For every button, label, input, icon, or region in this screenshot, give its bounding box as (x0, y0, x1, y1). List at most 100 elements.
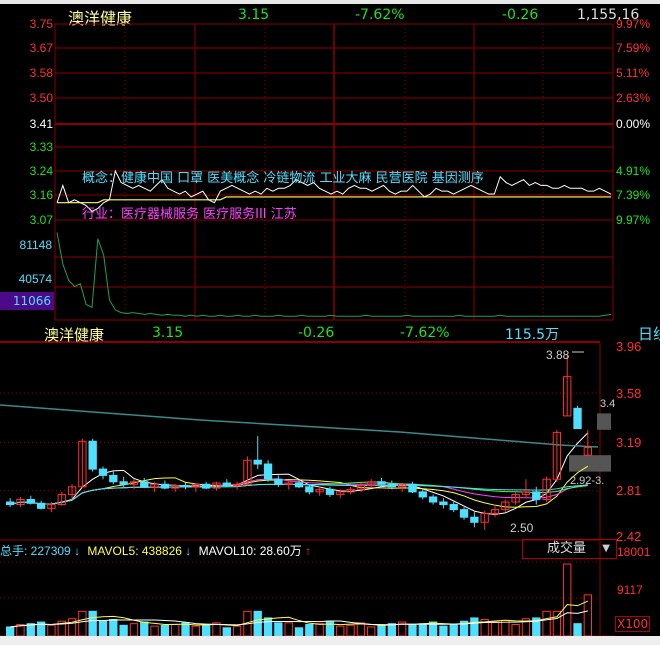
high-price-label: 3.88 (546, 348, 570, 362)
candle-body (140, 481, 149, 488)
candle-body (367, 481, 376, 487)
candle-body (552, 431, 562, 480)
volume-label-high: 81148 (19, 238, 52, 252)
up-arrow-icon: ↑ (305, 544, 312, 558)
volume-bar (418, 623, 427, 637)
volume-bar (573, 623, 582, 637)
candle-body (191, 483, 200, 488)
kline-price: 3.15 (152, 325, 184, 341)
volume-bar (171, 623, 180, 637)
price-line (56, 169, 612, 212)
bottom-strip (0, 636, 660, 645)
price-axis-label: 3.24 (29, 164, 53, 178)
volume-bar (232, 625, 242, 637)
volume-label-mid: 40574 (18, 272, 52, 286)
price-axis-label: 3.07 (29, 213, 53, 227)
price-axis-label: 3.41 (29, 117, 53, 131)
volume-bar (6, 626, 15, 637)
candle-body (57, 493, 66, 506)
total-hands: 总手: 227309 (0, 544, 71, 558)
candle-body (356, 485, 366, 490)
concept-tags[interactable]: 概念：健康中国 口罩 医美概念 冷链物流 工业大麻 民营医院 基因测序 (82, 171, 484, 186)
candle-body (36, 502, 46, 509)
candle-body (511, 493, 520, 503)
candle-body (181, 485, 190, 488)
price-axis-label: 3.67 (29, 41, 53, 55)
price-axis-label: 3.50 (29, 91, 53, 105)
gap-label-upper: 3.4 (600, 398, 616, 410)
candle-body (449, 504, 458, 511)
volume-bar (511, 623, 520, 637)
volume-bar (284, 622, 293, 637)
volume-bar (563, 563, 572, 637)
indicator-select-value: 成交量 (547, 541, 587, 556)
candle-body (47, 504, 56, 509)
candle-body (171, 485, 180, 489)
candle-body (418, 491, 427, 498)
volume-axis-max: 18001 (617, 545, 651, 559)
period-tab-daily[interactable]: 日线 (638, 325, 660, 343)
candle-body (459, 509, 469, 518)
mavol5: MAVOL5: 438826 (87, 544, 182, 558)
total-volume: 1,155,16 (577, 7, 640, 23)
kline-change-pct: -7.62% (400, 325, 450, 341)
candle-body (109, 474, 118, 483)
kline-price-label: 2.42 (616, 529, 642, 544)
volume-bar (160, 624, 170, 637)
candle-body (480, 512, 489, 523)
percent-axis-label: 0.00% (616, 117, 651, 131)
candle-body (563, 376, 572, 417)
percent-axis-label: 9.97% (616, 213, 651, 227)
volume-axis-mid: 9117 (617, 583, 643, 597)
volume-bar (305, 623, 314, 637)
mavol10: MAVOL10: 28.60万 (198, 544, 302, 558)
volume-bar (294, 627, 304, 637)
candle-body (284, 482, 293, 485)
volume-bar (47, 624, 56, 637)
candle-body (129, 481, 139, 485)
percent-axis-label: 5.11% (616, 66, 650, 80)
candle-body (583, 447, 592, 456)
kline-price-label: 3.58 (616, 386, 642, 401)
kline-price-label: 2.81 (616, 483, 642, 498)
gap-label-lower: 2.92-3. (570, 475, 605, 487)
percent-axis-label: 4.91% (616, 164, 651, 178)
kline-amount: 115.5万 (505, 327, 560, 343)
candle-body (521, 491, 531, 495)
change-value: -0.26 (502, 7, 539, 23)
volume-cursor-label: 11066 (0, 292, 54, 310)
chevron-down-icon: ▼ (602, 543, 610, 554)
volume-bar (408, 623, 417, 637)
volume-bar (377, 624, 386, 637)
gap-zone (597, 413, 611, 430)
moving-average-10 (10, 465, 589, 508)
candle-body (202, 483, 211, 489)
candle-body (336, 491, 345, 495)
candle-body (501, 501, 510, 511)
volume-bar (222, 627, 231, 637)
price-axis-label: 3.58 (29, 66, 53, 80)
price-axis-label: 3.16 (29, 188, 53, 202)
volume-bar (109, 619, 118, 637)
indicator-select[interactable]: 成交量 ▼ (522, 539, 617, 559)
mavol10-line (10, 610, 588, 628)
volume-indicator-bar: 总手: 227309 ↓ MAVOL5: 438826 ↓ MAVOL10: 2… (0, 542, 311, 559)
volume-bar (490, 621, 500, 637)
volume-bar (315, 623, 324, 637)
volume-bar (88, 610, 97, 637)
volume-bar (542, 610, 551, 637)
volume-bar (253, 610, 262, 637)
gap-zone (569, 455, 611, 472)
percent-axis-label: 7.39% (616, 188, 651, 202)
volume-bar (202, 624, 211, 637)
candle-body (573, 407, 582, 430)
industry-tags[interactable]: 行业：医疗器械服务 医疗服务III 江苏 (82, 207, 297, 222)
volume-bar (263, 617, 273, 637)
candle-body (16, 498, 25, 506)
candle-body (98, 468, 108, 476)
candle-body (377, 481, 386, 485)
candle-body (346, 488, 355, 493)
price-axis-label: 3.75 (29, 17, 53, 31)
candle-body (470, 516, 479, 523)
